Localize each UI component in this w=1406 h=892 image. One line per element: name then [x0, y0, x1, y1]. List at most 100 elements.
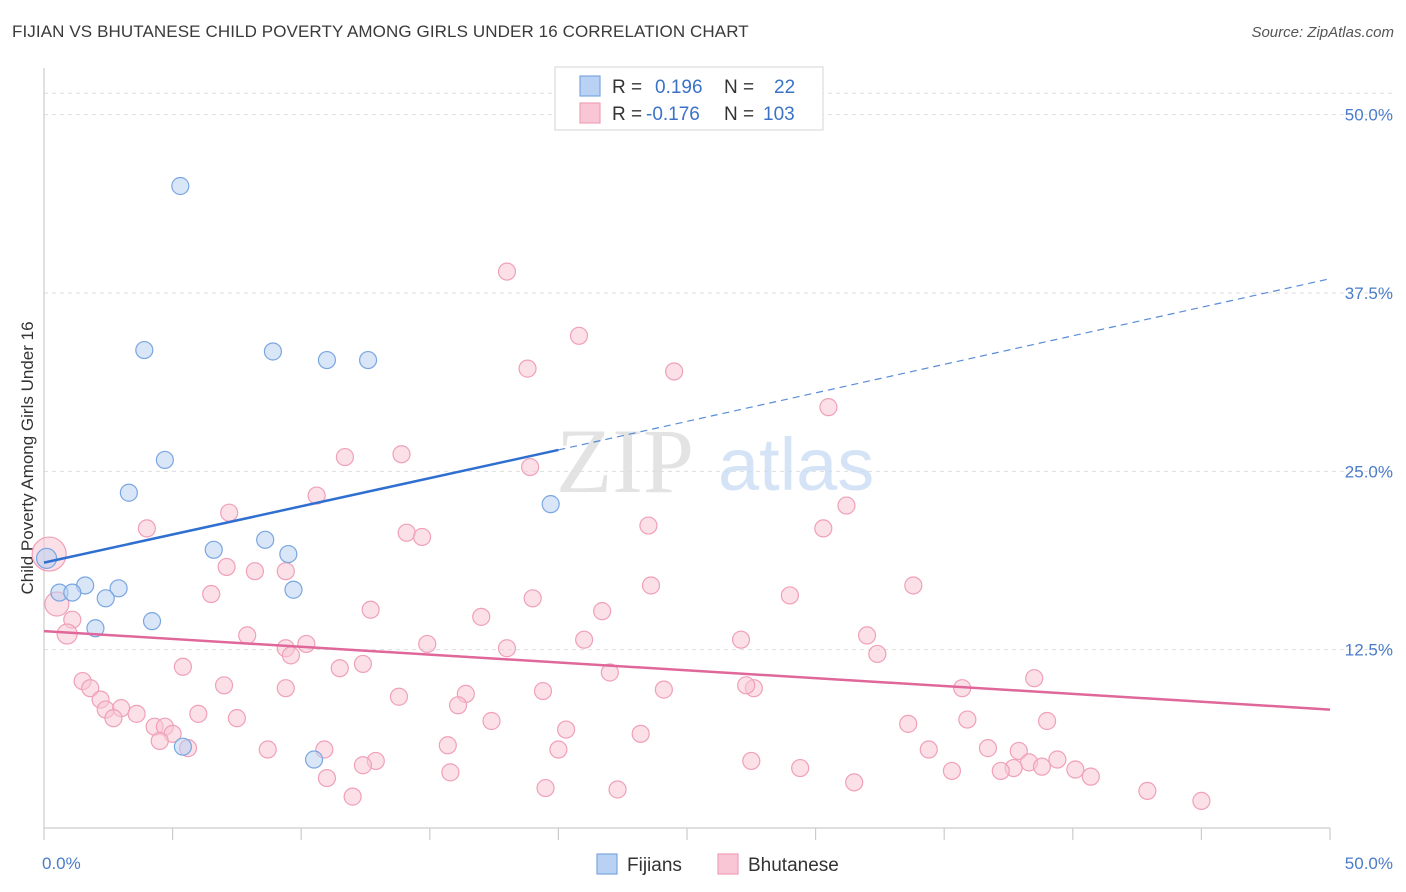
y-tick-label: 12.5% [1345, 641, 1393, 660]
data-point-bhutanese [392, 445, 411, 464]
data-point-bhutanese [238, 626, 257, 645]
source-label: Source: ZipAtlas.com [1251, 24, 1394, 41]
data-point-fijians [279, 544, 298, 564]
watermark: ZIP atlas [556, 410, 874, 512]
data-point-bhutanese [1025, 669, 1044, 688]
data-point-bhutanese [472, 607, 491, 626]
data-point-bhutanese [276, 679, 295, 698]
n-label-fijians: N = [724, 77, 754, 98]
chart-title: FIJIAN VS BHUTANESE CHILD POVERTY AMONG … [12, 22, 749, 41]
data-point-bhutanese [343, 787, 362, 806]
data-point-fijians [109, 579, 128, 598]
data-point-bhutanese [397, 523, 416, 542]
data-point-bhutanese [557, 720, 576, 739]
data-point-bhutanese [441, 763, 460, 782]
data-point-bhutanese [258, 740, 277, 759]
data-point-fijians [35, 547, 58, 569]
data-point-bhutanese [220, 503, 239, 522]
data-point-bhutanese [639, 516, 658, 535]
x-tick-label: 50.0% [1345, 854, 1393, 873]
data-point-fijians [284, 580, 303, 599]
data-point-fijians [63, 583, 82, 602]
data-point-bhutanese [819, 398, 838, 417]
series-legend-swatch-fijians [596, 853, 618, 875]
data-point-bhutanese [1138, 781, 1157, 801]
data-point-bhutanese [1081, 767, 1100, 786]
data-point-bhutanese [150, 731, 169, 751]
data-point-bhutanese [904, 576, 923, 595]
data-point-bhutanese [845, 773, 864, 792]
data-point-bhutanese [518, 359, 537, 378]
data-point-bhutanese [899, 714, 918, 733]
data-point-bhutanese [1032, 757, 1052, 776]
data-point-fijians [96, 589, 115, 608]
stats-legend: R = 0.196 N = 22 R = -0.176 N = 103 [554, 66, 824, 131]
x-tick-labels: 0.0% 50.0% [42, 854, 1393, 873]
data-point-bhutanese [497, 639, 517, 658]
data-point-bhutanese [665, 362, 684, 381]
data-points [31, 176, 1211, 810]
data-point-fijians [541, 495, 560, 514]
data-point-bhutanese [214, 676, 234, 695]
series-fijians [35, 176, 560, 769]
data-point-bhutanese [731, 630, 751, 649]
data-point-bhutanese [137, 519, 156, 538]
data-point-bhutanese [245, 562, 265, 581]
data-point-fijians [358, 350, 378, 370]
data-point-bhutanese [127, 704, 146, 723]
data-point-bhutanese [631, 724, 650, 743]
data-point-bhutanese [497, 262, 517, 281]
legend-swatch-fijians [579, 75, 601, 97]
gridlines [43, 92, 1392, 840]
data-point-bhutanese [791, 758, 810, 778]
data-point-bhutanese [593, 602, 612, 621]
data-point-bhutanese [335, 447, 355, 467]
data-point-bhutanese [991, 761, 1010, 781]
data-point-bhutanese [600, 663, 619, 682]
series-legend: Fijians Bhutanese [596, 853, 839, 876]
data-point-bhutanese [958, 710, 977, 729]
data-point-fijians [317, 350, 337, 370]
data-point-bhutanese [81, 679, 100, 698]
n-value-fijians: 22 [774, 77, 795, 98]
data-point-fijians [86, 619, 105, 638]
data-point-fijians [204, 540, 223, 559]
legend-swatch-bhutanese [579, 102, 601, 124]
data-point-bhutanese [654, 680, 673, 699]
data-point-bhutanese [523, 589, 542, 608]
y-tick-label: 37.5% [1345, 284, 1393, 303]
data-point-bhutanese [575, 630, 594, 649]
trend-line-bhutanese [43, 629, 1331, 711]
data-point-bhutanese [536, 778, 555, 798]
data-point-bhutanese [1192, 791, 1211, 810]
x-tick-label: 0.0% [42, 854, 81, 873]
data-point-fijians [135, 340, 154, 360]
trend-line-fijians [43, 448, 559, 564]
data-point-bhutanese [857, 626, 877, 645]
data-point-bhutanese [297, 634, 316, 654]
data-point-bhutanese [1009, 741, 1028, 761]
data-point-bhutanese [353, 756, 373, 775]
data-point-bhutanese [353, 654, 373, 674]
series-legend-label-bhutanese: Bhutanese [748, 855, 839, 876]
data-point-fijians [142, 612, 162, 631]
data-point-bhutanese [942, 761, 962, 781]
data-point-bhutanese [418, 634, 437, 654]
data-point-bhutanese [742, 751, 761, 771]
data-point-fijians [155, 450, 174, 470]
data-point-bhutanese [317, 768, 337, 788]
data-point-bhutanese [389, 687, 409, 706]
y-tick-labels: 12.5% 25.0% 37.5% 50.0% [1345, 106, 1393, 660]
data-point-bhutanese [608, 780, 627, 799]
data-point-bhutanese [173, 657, 192, 676]
data-point-bhutanese [330, 659, 349, 678]
data-point-bhutanese [1037, 711, 1057, 731]
data-point-bhutanese [868, 644, 887, 664]
series-legend-label-fijians: Fijians [627, 855, 682, 876]
data-point-fijians [119, 483, 138, 502]
data-point-bhutanese [978, 739, 998, 758]
data-point-bhutanese [438, 736, 457, 755]
data-point-bhutanese [814, 519, 833, 538]
watermark-atlas: atlas [718, 423, 874, 506]
